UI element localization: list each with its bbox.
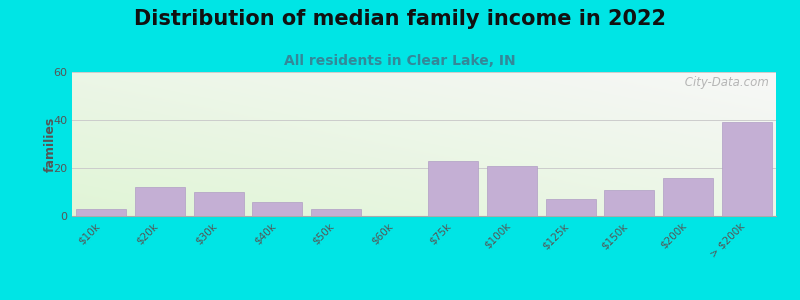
Bar [253, 202, 302, 216]
Bar [546, 199, 595, 216]
Text: City-Data.com: City-Data.com [681, 76, 769, 89]
Bar [311, 209, 361, 216]
Bar [487, 166, 537, 216]
Bar [429, 161, 478, 216]
Bar [135, 187, 185, 216]
Bar [663, 178, 713, 216]
Bar [722, 122, 771, 216]
Y-axis label: families: families [44, 116, 57, 172]
Bar [194, 192, 243, 216]
Bar [77, 209, 126, 216]
Text: All residents in Clear Lake, IN: All residents in Clear Lake, IN [284, 54, 516, 68]
Bar [605, 190, 654, 216]
Text: Distribution of median family income in 2022: Distribution of median family income in … [134, 9, 666, 29]
